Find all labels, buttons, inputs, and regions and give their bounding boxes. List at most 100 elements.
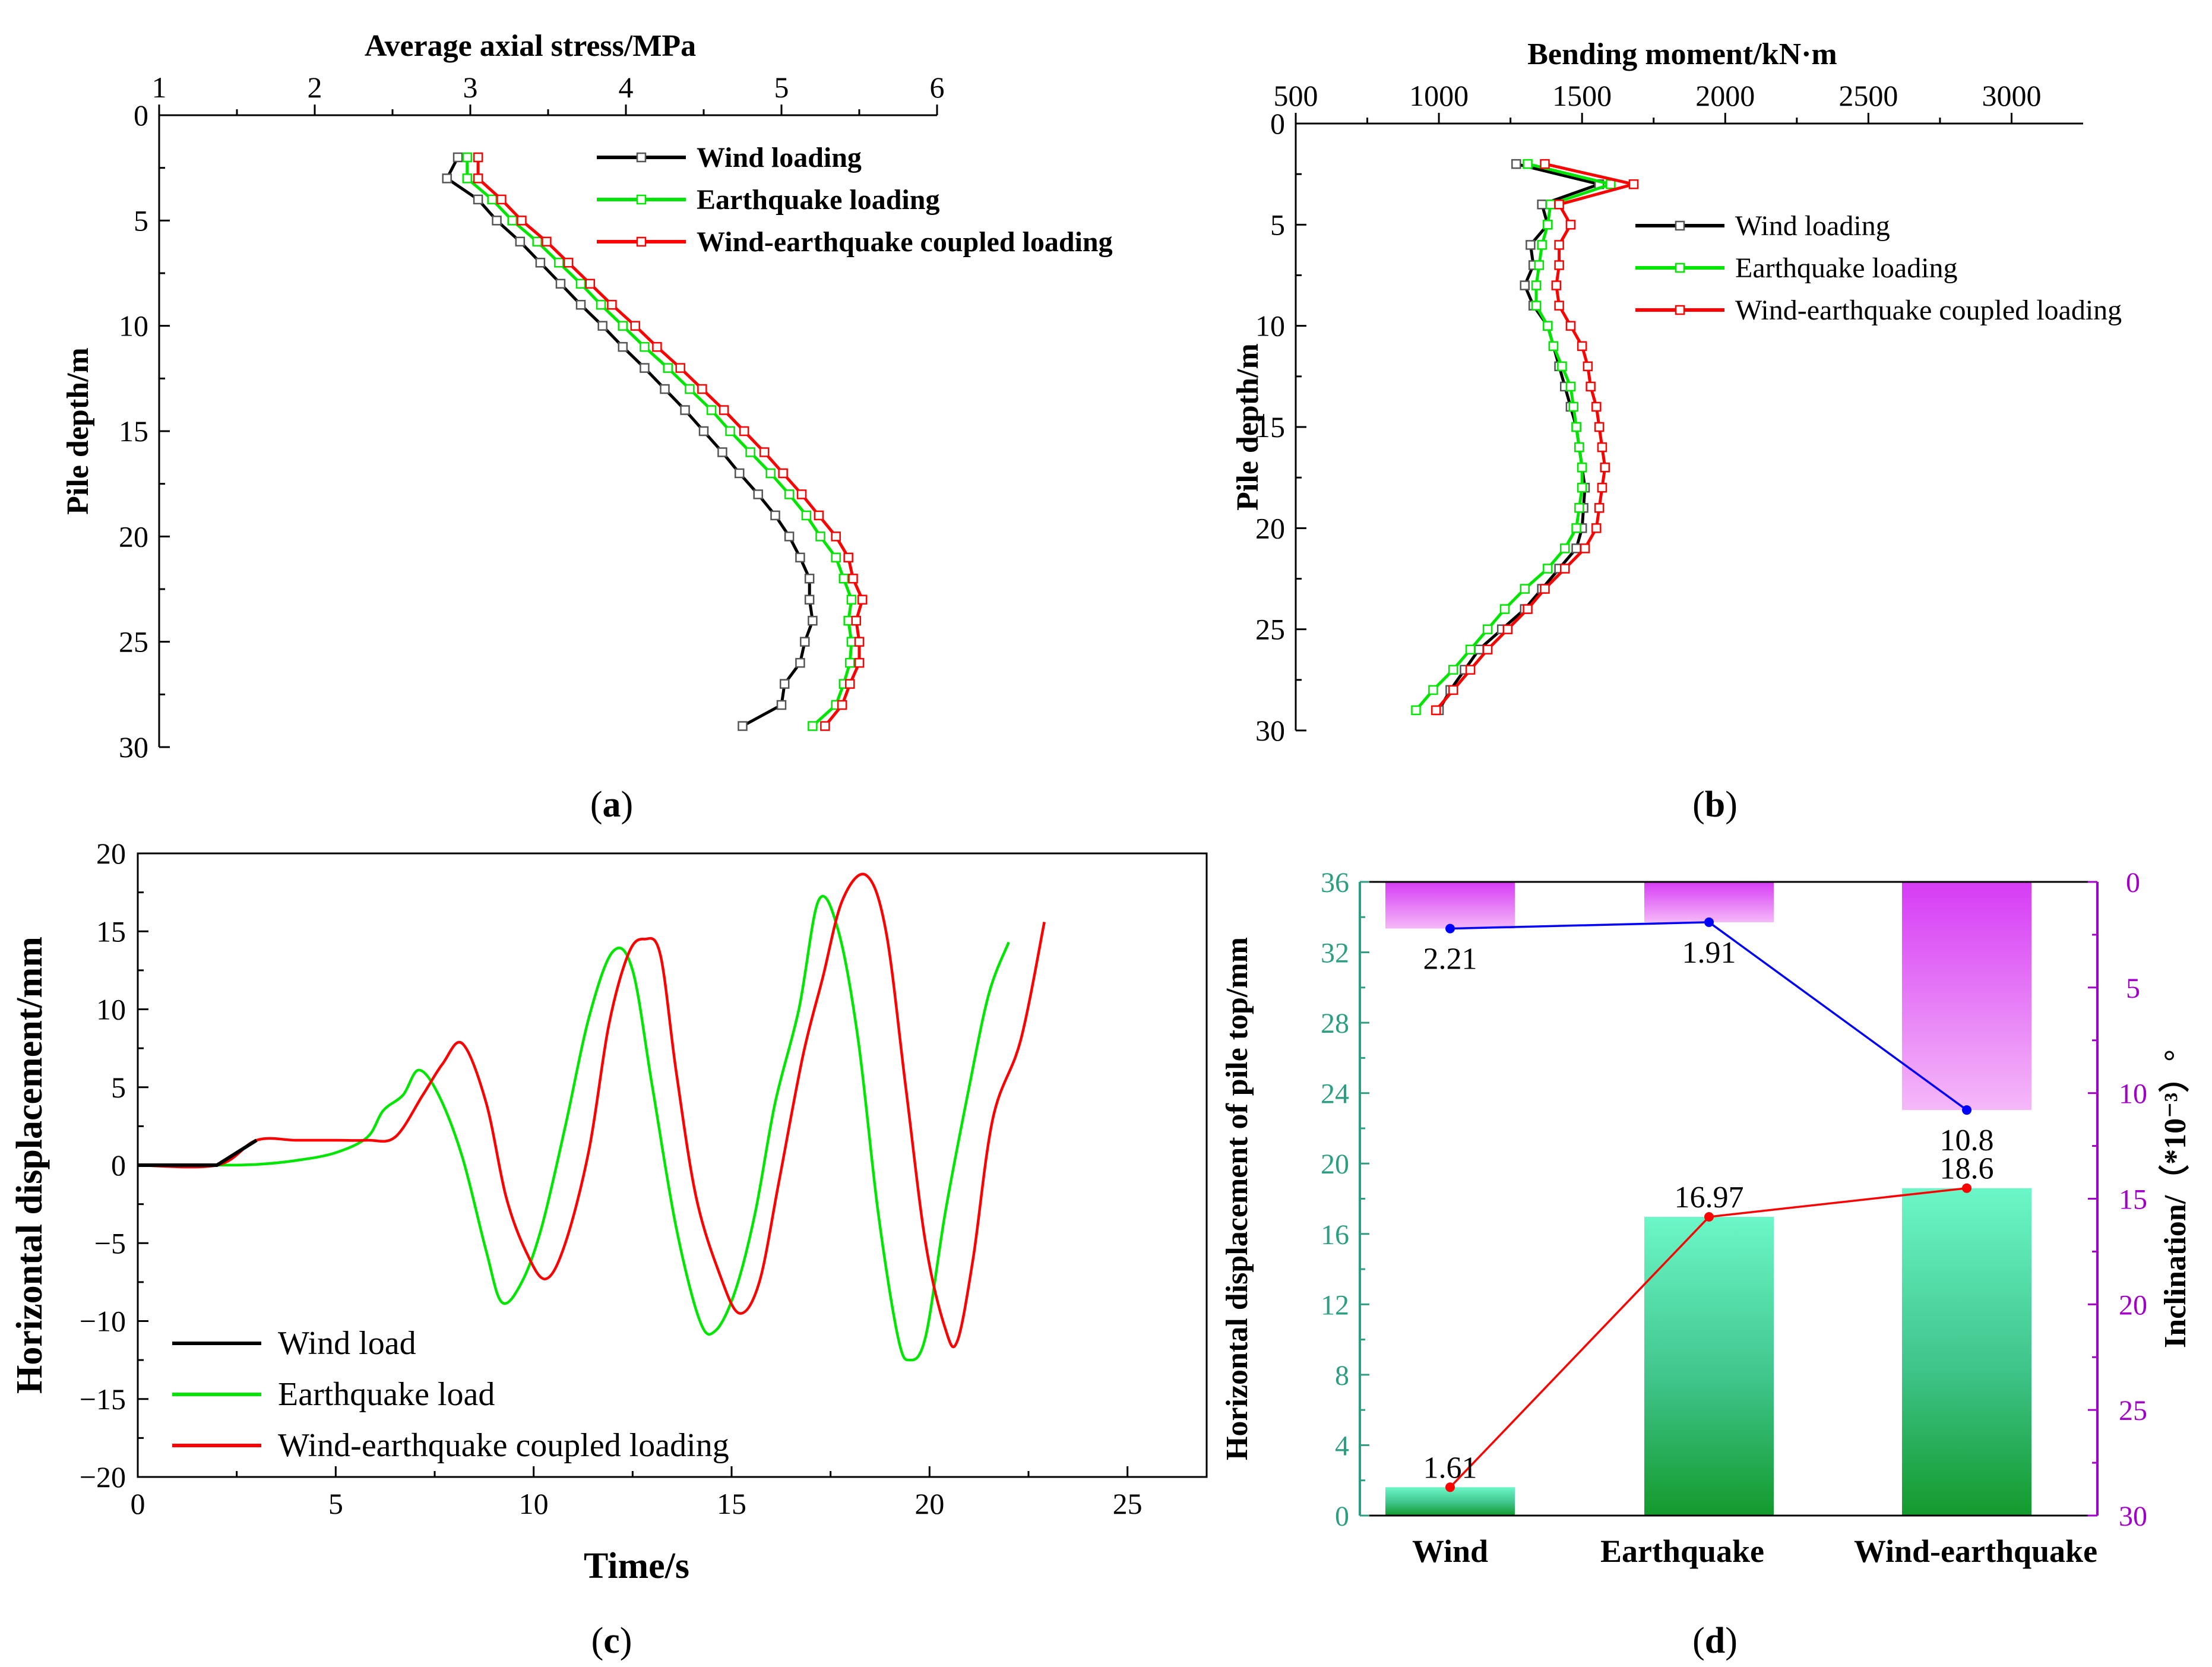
data-point (1474, 644, 1484, 654)
data-point (507, 216, 517, 226)
bar-displacement (1644, 1217, 1774, 1516)
y-tick-label: 12 (1321, 1289, 1349, 1321)
y2-tick-label: 30 (2119, 1501, 2147, 1532)
data-point (698, 426, 709, 436)
data-point (1531, 280, 1542, 290)
displacement-value-label: 16.97 (1675, 1181, 1744, 1214)
data-point (1591, 523, 1602, 533)
data-point (838, 574, 849, 584)
x-category-label: Wind (1412, 1533, 1488, 1569)
data-point (776, 700, 787, 710)
legend-label: Wind-earthquake coupled loading (697, 226, 1113, 258)
y-tick-label: −10 (80, 1305, 126, 1338)
series-line (1437, 162, 1601, 711)
data-point (1428, 685, 1438, 695)
y-axis-title: Horizontal displacement of pile top/mm (1220, 937, 1254, 1460)
displacement-value-label: 1.61 (1423, 1451, 1477, 1485)
data-point (1554, 300, 1564, 311)
x-axis-title: Bending moment/kN·m (1527, 37, 1837, 71)
y-tick-label: 32 (1321, 938, 1349, 969)
panel-a-axial-stress-chart: 1 2 3 4 5 6 0 5 10 15 20 25 30 Average axial stress/M… (61, 29, 1113, 764)
inclination-point (1445, 923, 1455, 934)
data-point (1545, 200, 1556, 210)
data-point (848, 574, 858, 584)
y2-axis-title: Inclination/（*10⁻³）° (2158, 1049, 2192, 1348)
data-point (717, 447, 727, 457)
data-point (1511, 159, 1521, 169)
data-point (473, 173, 483, 184)
data-point (1597, 482, 1607, 493)
data-point (808, 721, 818, 731)
data-point (1586, 381, 1596, 392)
data-point (462, 152, 473, 163)
panel-label-b: (b) (1692, 785, 1738, 825)
data-point (1543, 321, 1553, 331)
legend-label: Wind load (278, 1325, 416, 1362)
panel-label-d: (d) (1692, 1621, 1738, 1661)
data-point (1543, 564, 1553, 574)
data-point (532, 236, 542, 247)
x-tick-label: 5 (328, 1487, 343, 1520)
panel-label-c: (c) (591, 1621, 632, 1661)
x-axis-title: Time/s (584, 1546, 689, 1586)
data-point (554, 258, 564, 268)
series-line (1414, 162, 1612, 711)
legend-label: Wind-earthquake coupled loading (1735, 295, 2122, 326)
data-point (1520, 280, 1530, 290)
series-line (138, 1138, 258, 1167)
data-point (630, 321, 640, 331)
data-point (759, 447, 770, 457)
data-point (1523, 159, 1533, 169)
data-point (1526, 240, 1536, 250)
y-axis-title: Horizontal displacement/mm (10, 937, 50, 1394)
data-point (1523, 604, 1533, 614)
x-tick-label: 1 (152, 71, 167, 104)
data-point (492, 216, 502, 226)
displacement-point (1445, 1482, 1455, 1492)
data-point (663, 363, 673, 373)
data-point (555, 279, 566, 289)
y-tick-label: 20 (1255, 511, 1285, 545)
data-point (515, 236, 526, 247)
data-point (640, 341, 650, 352)
y-tick-label: 15 (96, 915, 126, 948)
y-axis-title: Pile depth/m (1231, 343, 1265, 511)
data-point (542, 236, 552, 247)
x-tick-label: 0 (131, 1487, 145, 1520)
data-point (1591, 401, 1602, 412)
data-point (575, 279, 586, 289)
data-point (784, 532, 795, 542)
data-point (1448, 665, 1458, 675)
legend-marker (636, 236, 647, 247)
data-point (1465, 665, 1476, 675)
data-point (795, 657, 805, 668)
data-point (1482, 624, 1493, 634)
data-point (618, 321, 628, 331)
data-point (1499, 604, 1510, 614)
data-point (487, 194, 497, 205)
data-point (800, 637, 810, 647)
data-point (517, 216, 527, 226)
y-tick-label: −20 (80, 1460, 126, 1494)
data-point (845, 657, 855, 668)
data-point (770, 510, 780, 521)
y-tick-label: 15 (1255, 410, 1285, 444)
displacement-value-label: 18.6 (1940, 1152, 1994, 1186)
inclination-value-label: 2.21 (1423, 942, 1477, 976)
data-point (801, 510, 812, 521)
data-point (575, 299, 586, 310)
data-point (1431, 705, 1441, 716)
data-point (1583, 361, 1593, 372)
data-point (779, 679, 790, 689)
x-tick-label: 15 (717, 1487, 746, 1520)
legend-marker (636, 152, 647, 163)
inclination-value-label: 10.8 (1940, 1124, 1994, 1157)
y-tick-label: −15 (80, 1383, 126, 1416)
data-point (745, 447, 755, 457)
data-point (1628, 179, 1639, 189)
x-category-label: Earthquake (1600, 1533, 1764, 1569)
data-point (725, 426, 735, 436)
y-tick-label: 5 (111, 1071, 126, 1104)
data-point (808, 615, 818, 626)
